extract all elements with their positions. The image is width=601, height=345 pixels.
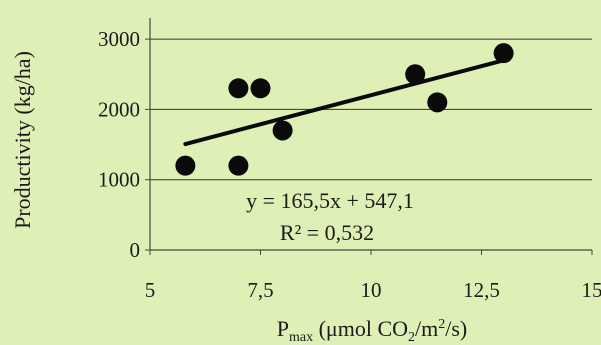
points-layer [175,43,514,176]
y-tick-label: 0 [130,238,141,262]
data-point [228,155,249,176]
data-point [427,92,448,113]
data-point [493,43,514,64]
data-point [250,78,271,99]
x-axis-title-part3: /s) [445,316,467,341]
axes-layer: 0 1000 2000 3000 5 7,5 10 12,5 15 [98,18,601,302]
x-axis-title-part1: (μmol CO [313,316,408,341]
data-point [228,78,249,99]
x-tick-label: 15 [582,278,601,302]
x-tick-label: 12,5 [463,278,500,302]
x-axis-title-main: P [277,316,289,341]
regression-equation: y = 165,5x + 547,1 [246,188,414,213]
x-axis-title-subscript: max [289,330,313,345]
x-tick-label: 7,5 [247,278,273,302]
data-point [405,64,426,85]
labels-layer: y = 165,5x + 547,1 R² = 0,532 Productivi… [10,51,467,345]
grid-layer [150,38,592,181]
trendline-layer [183,58,506,147]
y-tick-label: 2000 [98,97,140,121]
x-tick-label: 5 [145,278,156,302]
x-axis-title: Pmax (μmol CO2/m2/s) [277,316,468,345]
trendline [183,58,506,147]
x-axis-title-part2: /m [415,316,438,341]
data-point [272,120,293,141]
y-tick-label: 1000 [98,168,140,192]
r-squared-label: R² = 0,532 [280,220,374,245]
y-axis-title: Productivity (kg/ha) [10,51,35,229]
y-tick-label: 3000 [98,27,140,51]
x-axis-title-superscript: 2 [438,317,445,332]
x-tick-label: 10 [361,278,382,302]
x-axis-title-subscript2: 2 [408,330,415,345]
data-point [175,155,196,176]
